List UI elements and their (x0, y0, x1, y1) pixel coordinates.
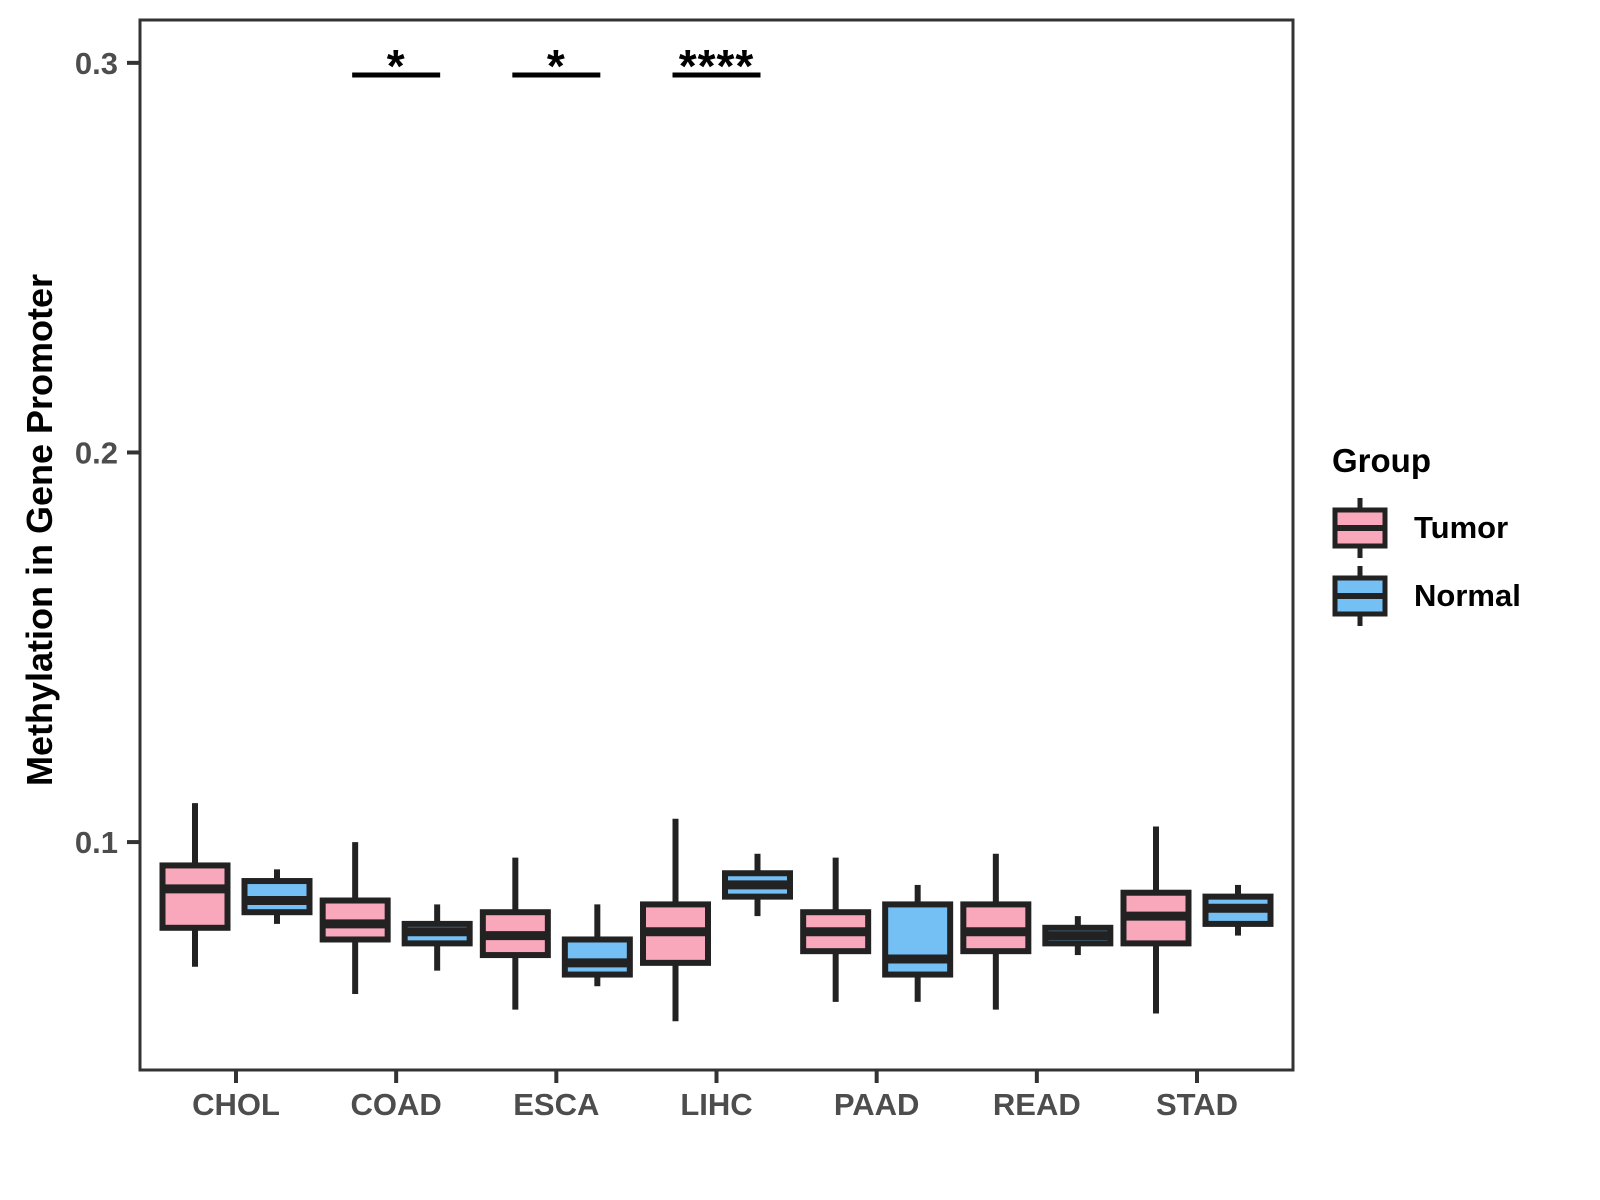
normal-box-paad (882, 901, 954, 978)
x-tick-label-lihc: LIHC (680, 1087, 752, 1122)
x-tick-label-chol: CHOL (192, 1087, 280, 1122)
significance-stars-esca: * (547, 40, 566, 92)
panel-border (138, 18, 1295, 1072)
significance-stars-lihc: **** (679, 40, 755, 92)
legend-label-normal: Normal (1414, 578, 1521, 613)
y-tick-label: 0.3 (75, 46, 118, 81)
legend-entry-normal: Normal (1332, 562, 1592, 630)
y-tick-label: 0.1 (75, 825, 118, 860)
normal-box-esca (561, 936, 633, 978)
x-tick-label-stad: STAD (1156, 1087, 1238, 1122)
legend-title: Group (1332, 442, 1431, 479)
y-axis-title: Methylation in Gene Promoter (19, 273, 60, 787)
x-tick-label-read: READ (993, 1087, 1081, 1122)
x-tick-label-coad: COAD (351, 1087, 442, 1122)
y-tick-label: 0.2 (75, 435, 118, 470)
legend-entry-tumor: Tumor (1332, 494, 1592, 562)
x-tick-label-paad: PAAD (834, 1087, 920, 1122)
tumor-box-chol (159, 862, 231, 931)
legend: Group Tumor Normal (1332, 442, 1592, 630)
normal-boxplot-icon (1332, 566, 1388, 626)
tumor-boxplot-icon (1332, 498, 1388, 558)
legend-label-tumor: Tumor (1414, 510, 1509, 545)
significance-stars-coad: * (387, 40, 406, 92)
x-tick-label-esca: ESCA (513, 1087, 599, 1122)
